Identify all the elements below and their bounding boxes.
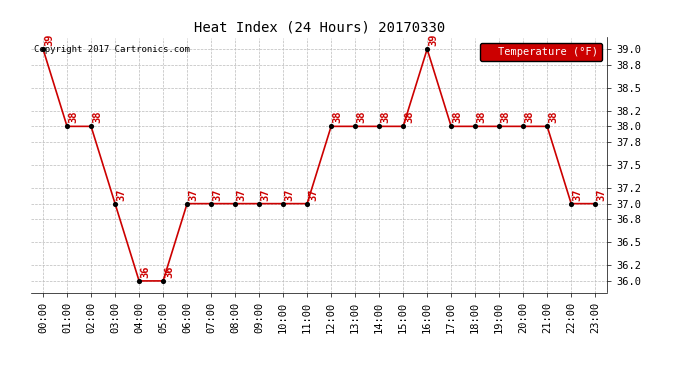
Text: 38: 38 xyxy=(476,111,486,123)
Point xyxy=(422,46,433,52)
Point xyxy=(470,123,481,129)
Text: 37: 37 xyxy=(213,188,222,201)
Text: 38: 38 xyxy=(333,111,342,123)
Text: 38: 38 xyxy=(92,111,102,123)
Text: 37: 37 xyxy=(284,188,295,201)
Text: 37: 37 xyxy=(260,188,270,201)
Point xyxy=(277,201,288,207)
Point xyxy=(446,123,457,129)
Text: 38: 38 xyxy=(500,111,511,123)
Point xyxy=(493,123,504,129)
Text: 38: 38 xyxy=(524,111,534,123)
Point xyxy=(373,123,384,129)
Text: 38: 38 xyxy=(380,111,391,123)
Text: 37: 37 xyxy=(117,188,126,201)
Point xyxy=(302,201,313,207)
Text: 36: 36 xyxy=(140,266,150,278)
Point xyxy=(326,123,337,129)
Text: 37: 37 xyxy=(188,188,198,201)
Text: 38: 38 xyxy=(68,111,78,123)
Point xyxy=(134,278,145,284)
Point xyxy=(61,123,72,129)
Point xyxy=(230,201,241,207)
Text: 37: 37 xyxy=(596,188,607,201)
Text: 37: 37 xyxy=(573,188,582,201)
Point xyxy=(86,123,97,129)
Text: 39: 39 xyxy=(44,33,55,46)
Text: 38: 38 xyxy=(356,111,366,123)
Point xyxy=(157,278,168,284)
Text: 38: 38 xyxy=(453,111,462,123)
Text: 39: 39 xyxy=(428,33,438,46)
Point xyxy=(518,123,529,129)
Point xyxy=(110,201,121,207)
Text: 36: 36 xyxy=(164,266,175,278)
Point xyxy=(590,201,601,207)
Text: 38: 38 xyxy=(404,111,415,123)
Title: Heat Index (24 Hours) 20170330: Heat Index (24 Hours) 20170330 xyxy=(193,21,445,35)
Point xyxy=(206,201,217,207)
Point xyxy=(397,123,408,129)
Point xyxy=(350,123,361,129)
Text: 37: 37 xyxy=(236,188,246,201)
Point xyxy=(254,201,265,207)
Legend: Temperature (°F): Temperature (°F) xyxy=(480,43,602,61)
Point xyxy=(542,123,553,129)
Point xyxy=(37,46,48,52)
Text: 37: 37 xyxy=(308,188,318,201)
Text: 38: 38 xyxy=(549,111,558,123)
Point xyxy=(566,201,577,207)
Point xyxy=(181,201,193,207)
Text: Copyright 2017 Cartronics.com: Copyright 2017 Cartronics.com xyxy=(34,45,190,54)
